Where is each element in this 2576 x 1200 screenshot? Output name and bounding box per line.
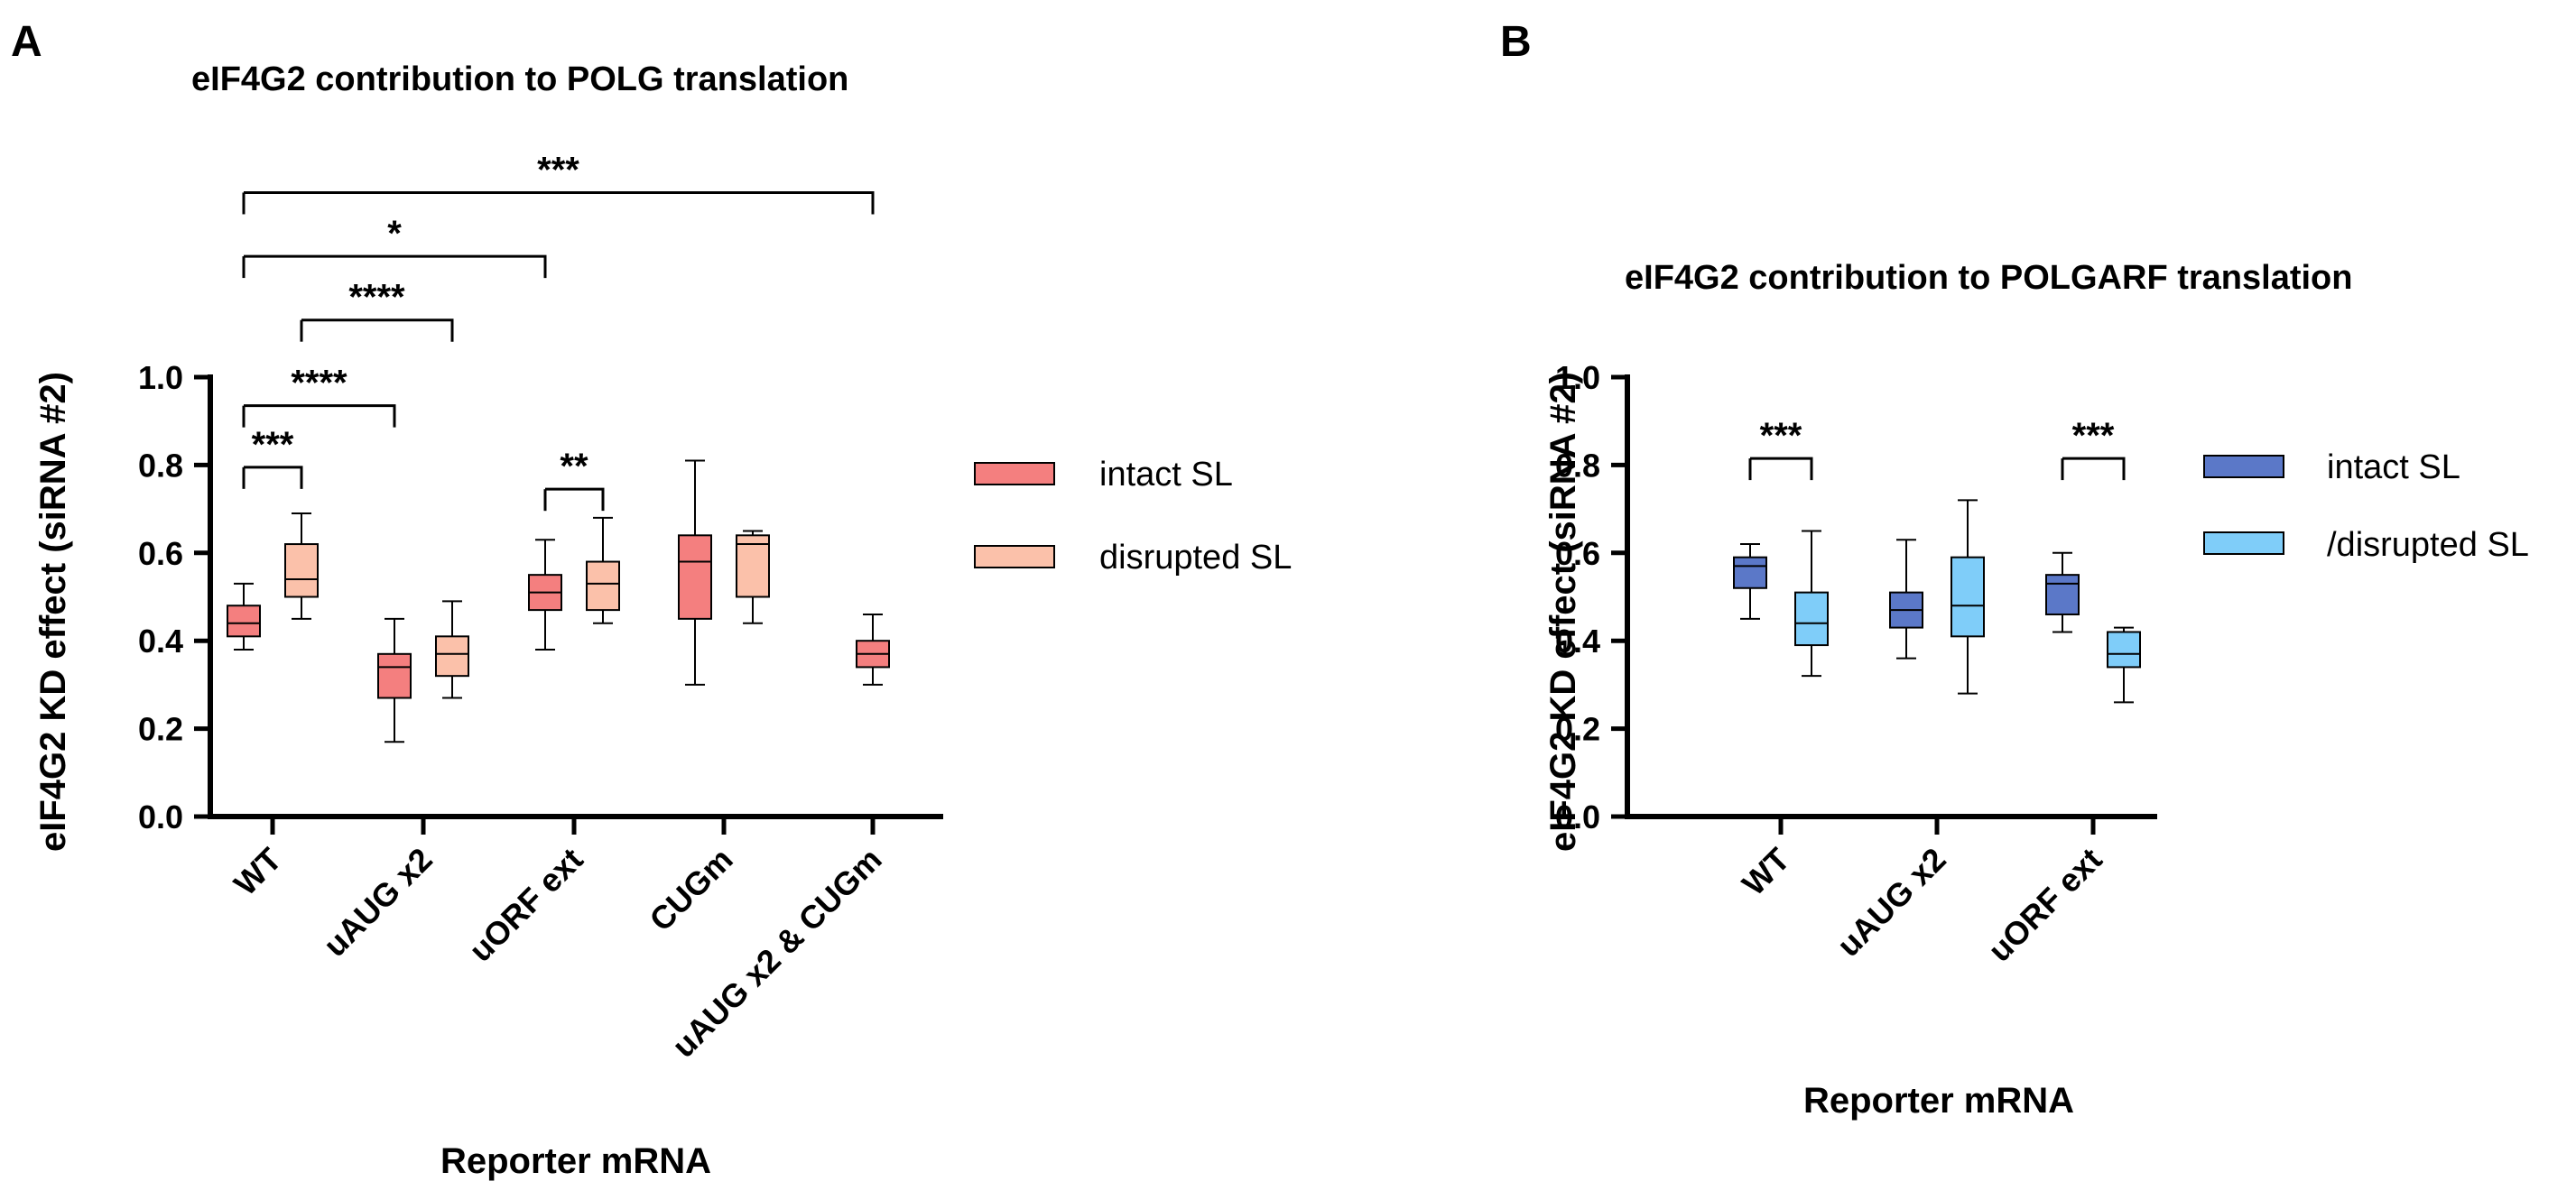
significance-line [2062,457,2126,481]
panel-a: A eIF4G2 contribution to POLG translatio… [11,18,1292,1181]
significance-label: * [387,214,402,254]
box-uaug-x2-disrupted-sl [435,600,469,699]
significance-line [545,487,605,512]
panel-a-legend: intact SL disrupted SL [974,456,1292,577]
significance-bracket: *** [2061,416,2126,481]
significance-bracket: *** [1748,416,1813,481]
panel-a-y-axis-label: eIF4G2 KD effect (siRNA #2) [33,372,73,852]
box-iqr [586,560,620,612]
significance-label: *** [1760,416,1802,456]
panel-a-title: eIF4G2 contribution to POLG translation [191,60,848,98]
significance-bracket: **** [242,364,396,428]
significance-label: *** [252,425,294,465]
significance-line [244,404,396,428]
significance-label: *** [2072,416,2115,456]
panel-b: B eIF4G2 contribution to POLGARF transla… [1500,18,2529,1121]
box-uaug-x2-intact-sl [377,617,412,743]
y-tick-label: 0.4 [1555,623,1600,660]
x-tick-label-wt: WT [227,841,289,903]
panel-a-x-axis-label: Reporter mRNA [440,1141,711,1181]
y-tick-label: 1.0 [1555,359,1600,396]
x-tick-label-uorf-ext: uORF ext [1981,841,2109,969]
legend-label-disrupted-sl: disrupted SL [1099,539,1292,577]
y-tick-label: 0.2 [138,711,183,748]
box-iqr [284,543,319,598]
y-tick-label: 1.0 [138,359,183,396]
panel-b-title: eIF4G2 contribution to POLGARF translati… [1625,259,2352,297]
box-iqr [2045,574,2080,615]
box-uorf-ext-disrupted-sl [586,516,620,624]
y-tick-label: 0.8 [1555,447,1600,484]
box-uorf-ext-intact-sl [2045,551,2080,633]
box-cugm-disrupted-sl [736,530,770,624]
panel-b-significance: *** *** [1748,416,2126,481]
panel-b-letter: B [1500,18,1532,66]
panel-b-y-ticks: 0.0 0.2 0.4 0.6 0.8 1.0 [1555,359,1627,835]
significance-line [1750,457,1813,481]
box-iqr [678,534,712,620]
x-tick-label-uaug-x2: uAUG x2 [1830,841,1953,965]
box-wt-intact-sl [227,582,261,651]
box-wt-disrupted-sl [284,512,319,620]
significance-label: *** [537,150,579,189]
legend-swatch-intact-sl [974,462,1055,485]
significance-line [244,190,875,215]
significance-label: **** [348,278,405,318]
y-tick-label: 0.0 [138,798,183,835]
significance-label: **** [291,364,347,403]
box-iqr [1733,556,1767,589]
significance-line [244,466,303,489]
box-uaug-x2-intact-sl [1889,539,1923,660]
legend-label-intact-sl: intact SL [2327,448,2460,486]
y-tick-label: 0.8 [138,447,183,484]
significance-bracket: *** [242,425,303,489]
box-iqr [736,534,770,598]
legend-label-disrupted-sl: /disrupted SL [2327,526,2529,564]
box-uorf-ext-disrupted-sl [2107,626,2141,704]
y-tick-label: 0.6 [1555,535,1600,572]
legend-swatch-disrupted-sl [974,545,1055,568]
box-iqr [227,605,261,638]
significance-bracket: * [242,214,547,279]
x-tick-label-cugm: CUGm [642,841,739,938]
significance-bracket: *** [242,150,875,215]
significance-line [244,254,547,279]
panel-b-boxes [1733,499,2141,704]
significance-bracket: ** [543,447,605,512]
panel-a-significance: ***************** [242,150,875,512]
box-uorf-ext-intact-sl [528,539,562,651]
box-wt-intact-sl [1733,543,1767,620]
y-tick-label: 0.2 [1555,711,1600,748]
y-tick-label: 0.4 [138,623,183,660]
box-iqr [1951,556,1985,638]
x-tick-label-wt: WT [1735,841,1797,903]
box-iqr [1794,591,1829,647]
box-iqr [2107,631,2141,669]
panel-a-letter: A [11,18,42,66]
significance-bracket: **** [300,278,454,342]
panel-b-x-ticks: WT uAUG x2 uORF ext [1735,817,2109,969]
x-tick-label-uaug-x2: uAUG x2 [316,841,440,965]
panel-b-y-axis-label: eIF4G2 KD effect (siRNA #2) [1543,372,1583,852]
y-tick-label: 0.6 [138,535,183,572]
legend-swatch-intact-sl [2203,455,2284,478]
box-iqr [377,652,412,699]
panel-b-legend: intact SL /disrupted SL [2203,448,2529,564]
box-uaug-x2-disrupted-sl [1951,499,1985,695]
legend-swatch-disrupted-sl [2203,531,2284,555]
significance-label: ** [560,447,588,486]
x-tick-label-uorf-ext: uORF ext [462,841,590,969]
box-wt-disrupted-sl [1794,530,1829,678]
box-iqr [435,635,469,678]
panel-a-y-ticks: 0.0 0.2 0.4 0.6 0.8 1.0 [138,359,210,835]
legend-label-intact-sl: intact SL [1099,456,1233,494]
y-tick-label: 0.0 [1555,798,1600,835]
box-cugm-intact-sl [678,459,712,686]
panel-a-boxes [227,459,890,743]
significance-line [301,318,454,342]
panel-b-x-axis-label: Reporter mRNA [1803,1081,2074,1121]
box-uaug-x2-cugm-intact-sl [856,613,890,686]
